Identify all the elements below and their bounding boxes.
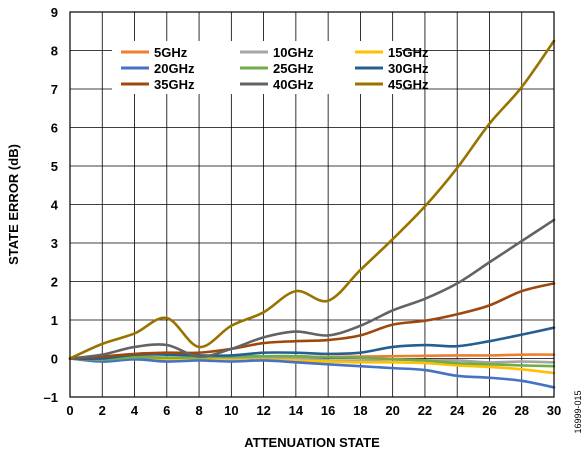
y-tick-label: 9 xyxy=(51,5,58,20)
x-tick-label: 6 xyxy=(163,403,170,418)
y-tick-label: 4 xyxy=(51,198,59,213)
x-tick-label: 20 xyxy=(385,403,399,418)
x-tick-label: 14 xyxy=(289,403,304,418)
y-axis-label: STATE ERROR (dB) xyxy=(6,144,21,265)
x-tick-label: 30 xyxy=(547,403,561,418)
y-tick-label: 0 xyxy=(51,352,58,367)
legend-label: 10GHz xyxy=(273,45,314,60)
y-tick-label: 6 xyxy=(51,121,58,136)
series-line-25ghz xyxy=(68,354,556,368)
x-tick-labels: 0 2 4 6 8 10 12 14 16 18 20 22 24 26 28 30 xyxy=(66,403,561,418)
x-axis-label: ATTENUATION STATE xyxy=(244,435,380,450)
y-tick-labels: –1 0 1 2 3 4 5 6 7 8 9 xyxy=(44,5,59,405)
y-tick-label: –1 xyxy=(44,390,58,405)
legend-label: 30GHz xyxy=(388,61,429,76)
x-tick-label: 8 xyxy=(195,403,202,418)
x-tick-label: 10 xyxy=(224,403,238,418)
legend-label: 5GHz xyxy=(154,45,188,60)
legend-label: 40GHz xyxy=(273,77,314,92)
x-tick-label: 0 xyxy=(66,403,73,418)
x-tick-label: 24 xyxy=(450,403,465,418)
legend-label: 20GHz xyxy=(154,61,195,76)
figure-id: 16999-015 xyxy=(573,390,583,433)
series-lines xyxy=(68,39,556,389)
legend-label: 45GHz xyxy=(388,77,429,92)
y-tick-label: 7 xyxy=(51,82,58,97)
y-tick-label: 5 xyxy=(51,159,58,174)
legend-label: 25GHz xyxy=(273,61,314,76)
series-line-40ghz xyxy=(68,218,556,360)
x-tick-label: 18 xyxy=(353,403,367,418)
y-tick-label: 1 xyxy=(51,313,58,328)
y-tick-label: 2 xyxy=(51,275,58,290)
y-tick-label: 8 xyxy=(51,44,58,59)
x-tick-label: 4 xyxy=(131,403,139,418)
y-tick-label: 3 xyxy=(51,236,58,251)
series-line-45ghz xyxy=(68,39,556,360)
series-line-35ghz xyxy=(68,282,556,360)
x-tick-label: 26 xyxy=(482,403,496,418)
legend-label: 15GHz xyxy=(388,45,429,60)
series-line-20ghz xyxy=(68,357,556,389)
x-tick-label: 12 xyxy=(256,403,270,418)
x-tick-label: 16 xyxy=(321,403,335,418)
series-line-15ghz xyxy=(68,357,556,375)
plot-frame xyxy=(69,11,555,398)
legend: 5GHz 10GHz 15GHz 20GHz 25GHz 30GHz 35GHz 40GHz 4… xyxy=(112,41,429,94)
x-tick-label: 28 xyxy=(514,403,528,418)
x-tick-label: 2 xyxy=(99,403,106,418)
x-tick-label: 22 xyxy=(418,403,432,418)
legend-label: 35GHz xyxy=(154,77,195,92)
